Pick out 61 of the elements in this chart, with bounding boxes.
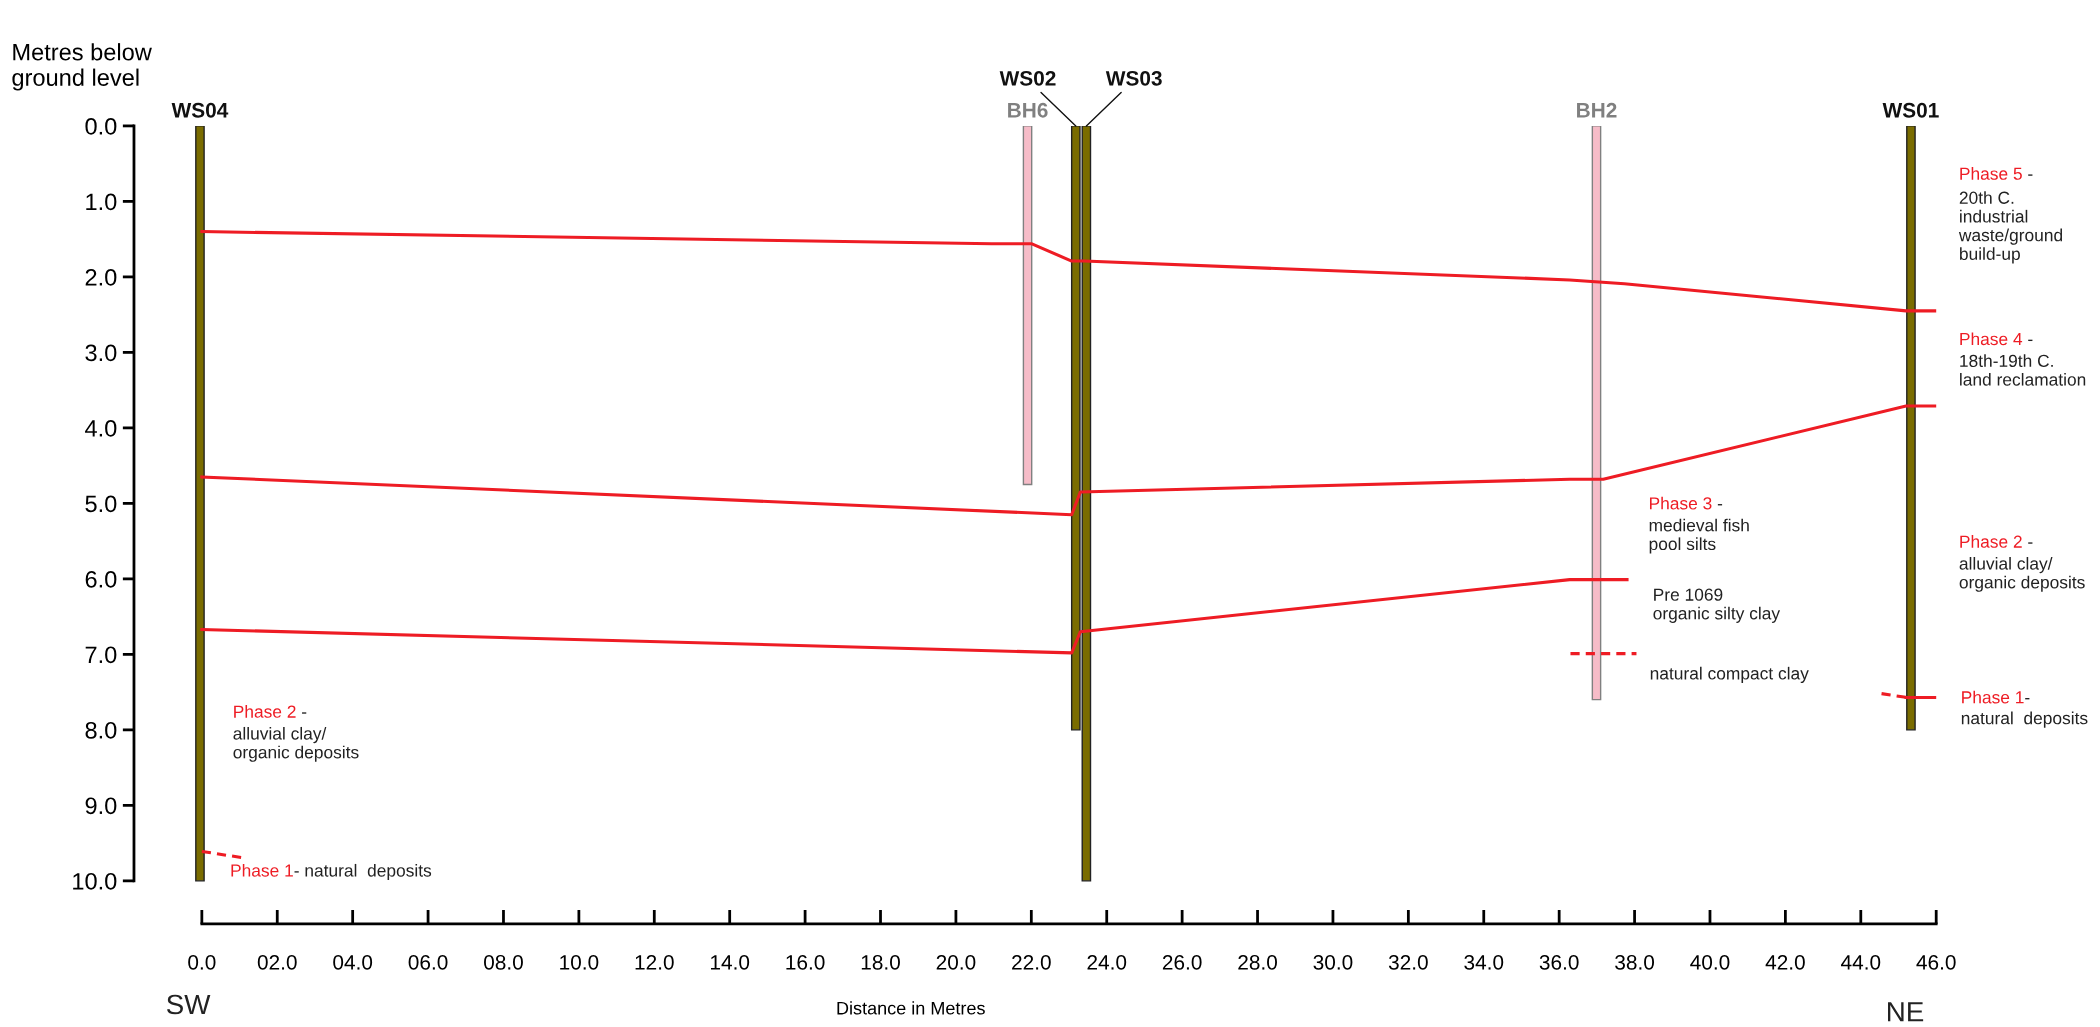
x-tick-label: 04.0 bbox=[333, 954, 373, 970]
x-tick-label: 30.0 bbox=[1313, 954, 1353, 970]
line-series bbox=[200, 230, 1937, 313]
x-tick-label: 42.0 bbox=[1765, 954, 1805, 970]
bar bbox=[1906, 125, 1916, 731]
x-tick-label: 38.0 bbox=[1615, 954, 1655, 970]
x-tick-label: 22.0 bbox=[1012, 954, 1051, 970]
text: Phase 5 - 20th C. industrial waste/ground build-up bbox=[1958, 167, 2063, 264]
text: Phase 4 - 18th-19th C. land reclamation bbox=[1960, 332, 2086, 386]
text: NE bbox=[1888, 1002, 1924, 1022]
series-label: WS04 bbox=[171, 102, 229, 118]
x-tick-label: 40.0 bbox=[1690, 954, 1730, 970]
text: Phase 1- natural deposits bbox=[1961, 690, 2088, 728]
x-tick-label: 18.0 bbox=[861, 954, 900, 970]
x-tick-label: 44.0 bbox=[1841, 954, 1881, 970]
y-tick-label: 4.0 bbox=[85, 419, 117, 437]
text: Phase 2 - alluvial clay/ organic deposits bbox=[1959, 535, 2085, 592]
text: SW bbox=[166, 994, 211, 1015]
x-axis-title: Distance in Metres bbox=[837, 1001, 985, 1015]
series-label: BH2 bbox=[1577, 102, 1617, 118]
x-tick-label: 16.0 bbox=[786, 954, 825, 970]
x-tick-label: 0.0 bbox=[188, 954, 216, 970]
y-tick-label: 9.0 bbox=[85, 797, 117, 815]
x-tick-label: 46.0 bbox=[1916, 954, 1956, 970]
x-tick-label: 08.0 bbox=[484, 954, 523, 970]
annotation: Phase 1- natural deposits bbox=[231, 863, 432, 881]
x-tick-label: 20.0 bbox=[936, 954, 976, 970]
y-tick-label: 5.0 bbox=[85, 495, 117, 513]
x-tick-label: 02.0 bbox=[257, 954, 297, 970]
line-series bbox=[200, 578, 1629, 655]
y-tick-label: 7.0 bbox=[85, 646, 117, 664]
bar bbox=[1591, 125, 1602, 701]
x-tick-label: 10.0 bbox=[560, 954, 599, 970]
series-label: WS01 bbox=[1882, 102, 1939, 118]
x-tick-label: 26.0 bbox=[1162, 954, 1202, 970]
y-tick-label: 1.0 bbox=[86, 193, 117, 211]
y-tick-label: 10.0 bbox=[73, 872, 117, 890]
series-label: BH6 bbox=[1008, 102, 1048, 118]
annotation: Pre 1069 organic silty clay bbox=[1653, 588, 1781, 623]
x-tick-label: 06.0 bbox=[408, 954, 448, 970]
y-tick-label: 2.0 bbox=[85, 268, 117, 286]
y-tick-label: 8.0 bbox=[85, 721, 117, 739]
line-series bbox=[200, 404, 1937, 517]
y-axis-title: Metres below ground level bbox=[12, 43, 152, 91]
annotation: Phase 2 - alluvial clay/ organic deposits bbox=[233, 705, 359, 762]
y-tick-label: 6.0 bbox=[85, 570, 117, 588]
x-tick-label: 28.0 bbox=[1238, 954, 1277, 970]
annotation: natural compact clay bbox=[1650, 666, 1809, 684]
y-tick-label: 3.0 bbox=[85, 344, 117, 362]
x-tick-label: 24.0 bbox=[1087, 954, 1127, 970]
annotation: Phase 3 - medieval fish pool silts bbox=[1649, 496, 1749, 554]
x-tick-label: 32.0 bbox=[1388, 954, 1428, 970]
text: WS03 bbox=[1105, 70, 1162, 86]
y-tick-label: 0.0 bbox=[85, 117, 117, 135]
x-tick-label: 14.0 bbox=[711, 954, 750, 970]
bar bbox=[1022, 125, 1033, 486]
text: WS02 bbox=[999, 70, 1056, 86]
x-tick-label: 36.0 bbox=[1539, 954, 1579, 970]
bar bbox=[195, 125, 205, 882]
x-tick-label: 12.0 bbox=[635, 954, 674, 970]
x-tick-label: 34.0 bbox=[1464, 954, 1504, 970]
